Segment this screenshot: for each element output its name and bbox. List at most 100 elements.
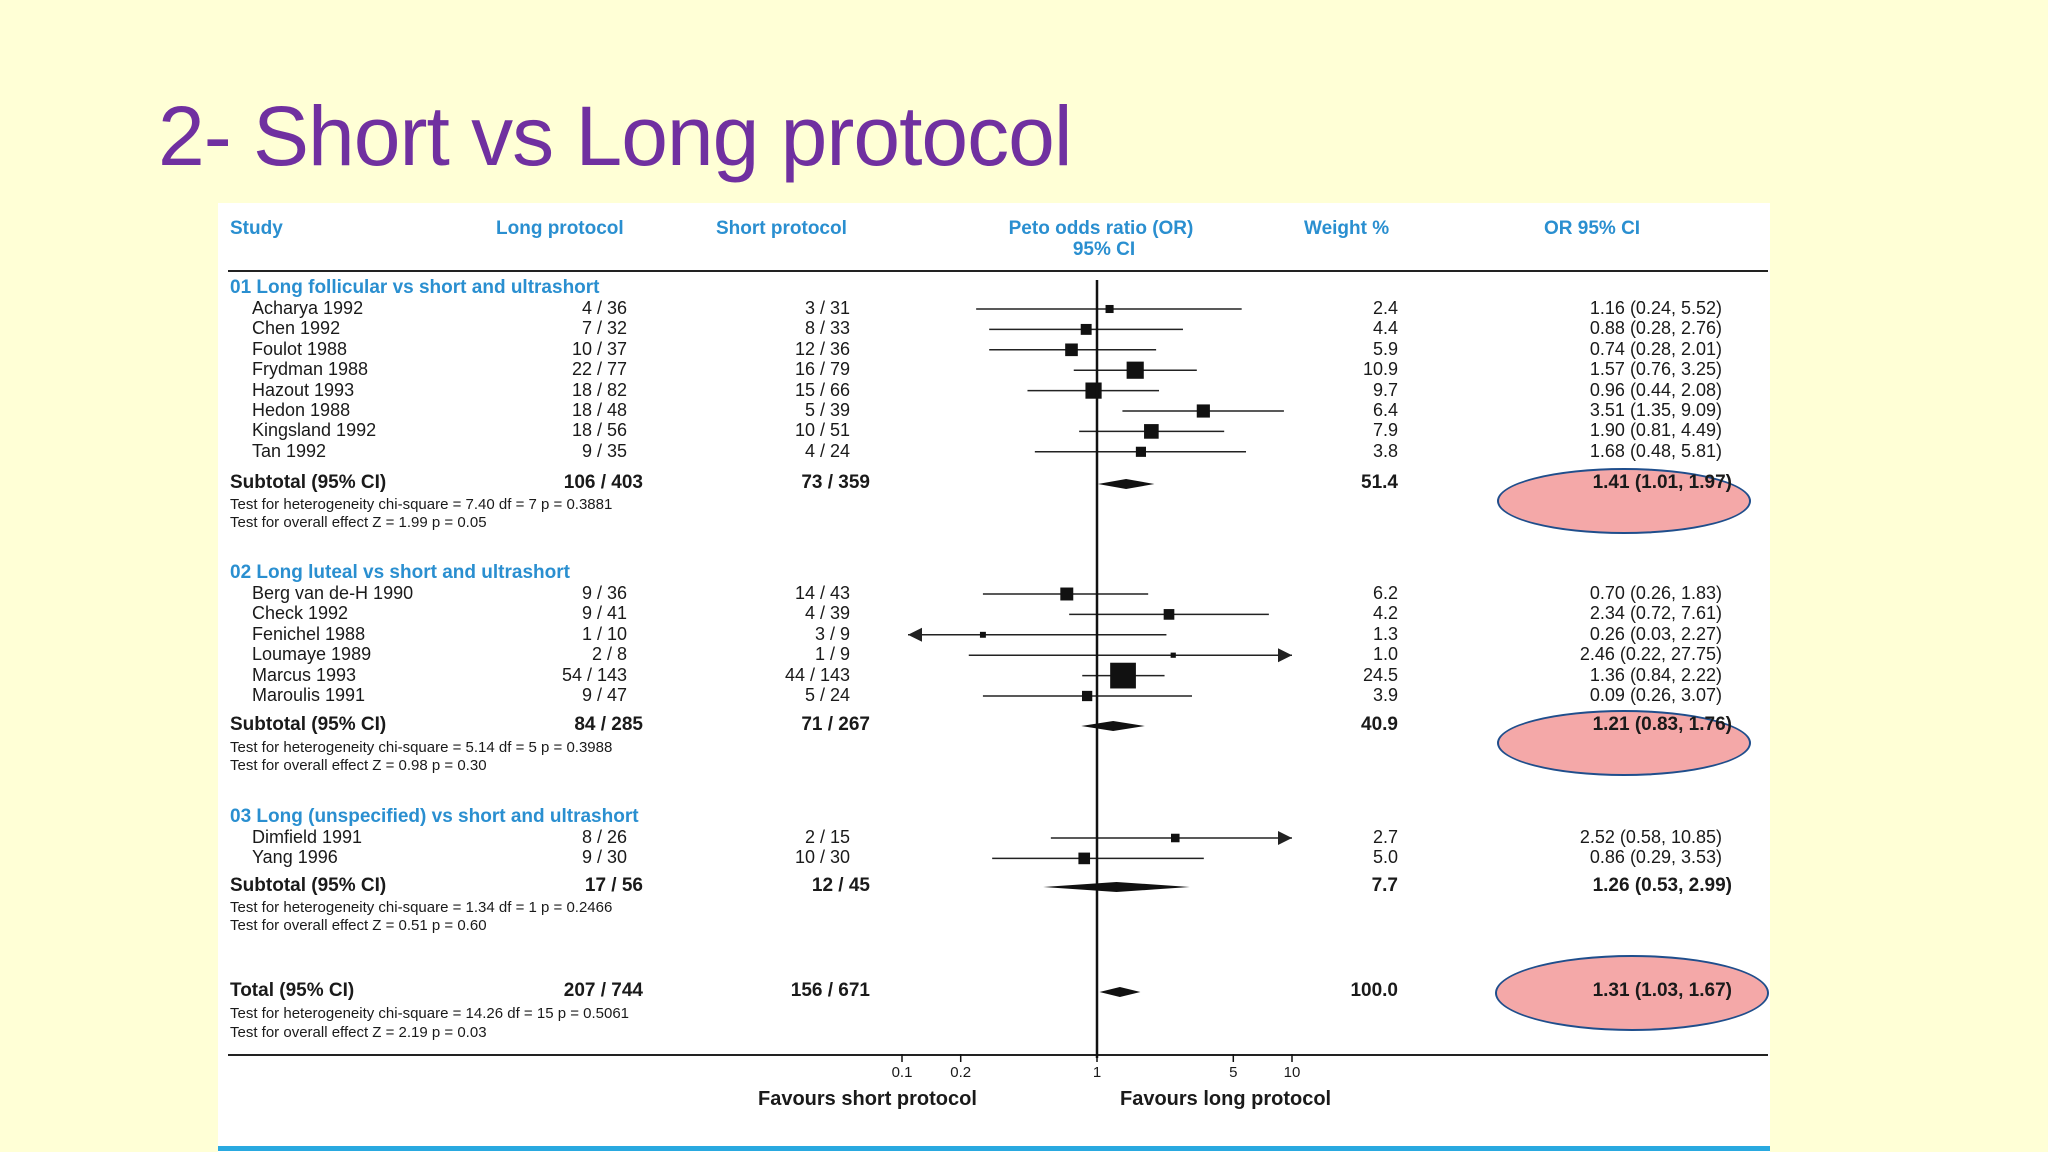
long-protocol-events: 22 / 77 (571, 359, 627, 380)
study-name: Acharya 1992 (252, 298, 364, 318)
total-label: Total (95% CI) (230, 980, 355, 1001)
total-long: 207 / 744 (563, 980, 643, 1001)
x-tick-label: 1 (1092, 1064, 1102, 1081)
long-protocol-events: 7 / 32 (581, 318, 627, 339)
header-rule (228, 270, 1768, 272)
subtotal-diamond-1 (1097, 479, 1155, 489)
subtotal-label: Subtotal (95% CI) (230, 472, 387, 493)
long-protocol-events: 18 / 48 (571, 400, 627, 420)
study-weight: 2.4 (1372, 298, 1398, 318)
header-weight: Weight % (1304, 218, 1390, 239)
short-protocol-events: 5 / 24 (804, 685, 850, 705)
x-label-left: Favours short protocol (758, 1088, 977, 1110)
study-weight: 5.9 (1372, 338, 1398, 359)
long-protocol-events: 9 / 47 (581, 685, 627, 705)
header-peto-or: Peto odds ratio (OR) (1008, 218, 1194, 239)
long-protocol-events: 4 / 36 (581, 298, 627, 318)
total-weight: 100.0 (1350, 980, 1398, 1001)
study-weight: 3.8 (1372, 440, 1398, 461)
study-name: Maroulis 1991 (252, 685, 366, 705)
or-point-6 (1144, 424, 1159, 439)
subtotal-diamond-3 (1043, 882, 1190, 892)
long-protocol-events: 2 / 8 (591, 644, 627, 665)
study-name: Fenichel 1988 (252, 623, 366, 644)
or-point-7 (1135, 446, 1147, 457)
or-point-12 (1110, 662, 1136, 689)
subtotal-long: 106 / 403 (563, 472, 643, 493)
study-or-ci: 0.88 (0.28, 2.76) (1589, 318, 1722, 339)
or-point-3 (1126, 361, 1144, 379)
study-name: Hazout 1993 (252, 379, 355, 400)
overall-effect-test: Test for overall effect Z = 0.51 p = 0.6… (230, 917, 487, 934)
header-long-protocol: Long protocol (496, 218, 624, 239)
or-point-11 (1170, 652, 1176, 658)
short-protocol-events: 10 / 30 (794, 847, 850, 868)
study-name: Chen 1992 (252, 318, 341, 339)
study-weight: 9.7 (1372, 379, 1398, 400)
short-protocol-events: 12 / 36 (794, 338, 850, 359)
subtotal-weight: 51.4 (1361, 472, 1398, 493)
highlight-total (1495, 955, 1769, 1031)
study-or-ci: 1.16 (0.24, 5.52) (1589, 298, 1722, 318)
or-point-1 (1080, 323, 1092, 335)
study-name: Check 1992 (252, 603, 349, 624)
panel-bottom-rule (218, 1146, 1770, 1151)
header-or-ci: OR 95% CI (1544, 218, 1641, 239)
short-protocol-events: 14 / 43 (794, 583, 850, 603)
short-protocol-events: 5 / 39 (804, 400, 850, 420)
subtotal-long: 84 / 285 (574, 714, 643, 735)
subtotal-long: 17 / 56 (584, 875, 643, 896)
study-or-ci: 1.68 (0.48, 5.81) (1589, 440, 1722, 461)
long-protocol-events: 18 / 56 (571, 420, 627, 441)
x-label-right: Favours long protocol (1120, 1088, 1332, 1110)
long-protocol-events: 9 / 30 (581, 847, 627, 868)
study-or-ci: 0.26 (0.03, 2.27) (1589, 623, 1722, 644)
study-or-ci: 0.86 (0.29, 3.53) (1589, 847, 1722, 868)
study-name: Yang 1996 (252, 847, 338, 868)
or-point-8 (1060, 587, 1074, 601)
total-or-ci: 1.31 (1.03, 1.67) (1592, 980, 1732, 1001)
short-protocol-events: 1 / 9 (814, 644, 850, 665)
short-protocol-events: 4 / 39 (804, 603, 850, 624)
subtotal-diamond-2 (1081, 721, 1145, 731)
overall-effect-test: Test for overall effect Z = 0.98 p = 0.3… (230, 757, 487, 774)
x-tick-label: 0.1 (891, 1064, 913, 1081)
group-title-2: 02 Long luteal vs short and ultrashort (230, 562, 570, 583)
total-heterogeneity-test: Test for heterogeneity chi-square = 14.2… (230, 1005, 630, 1022)
study-or-ci: 1.36 (0.84, 2.22) (1589, 664, 1722, 685)
study-weight: 3.9 (1372, 685, 1398, 705)
total-overall-effect-test: Test for overall effect Z = 2.19 p = 0.0… (230, 1024, 487, 1041)
study-or-ci: 0.74 (0.28, 2.01) (1589, 338, 1722, 359)
study-or-ci: 2.46 (0.22, 27.75) (1579, 644, 1722, 665)
short-protocol-events: 16 / 79 (794, 359, 850, 380)
subtotal-or-ci: 1.26 (0.53, 2.99) (1592, 875, 1732, 896)
overall-effect-test: Test for overall effect Z = 1.99 p = 0.0… (230, 514, 487, 531)
slide-title: 2- Short vs Long protocol (158, 89, 1073, 183)
short-protocol-events: 8 / 33 (804, 318, 850, 339)
study-name: Hedon 1988 (252, 400, 351, 420)
long-protocol-events: 10 / 37 (571, 338, 627, 359)
study-or-ci: 3.51 (1.35, 9.09) (1589, 400, 1722, 420)
heterogeneity-test: Test for heterogeneity chi-square = 7.40… (230, 496, 613, 513)
x-tick-label: 0.2 (950, 1064, 972, 1081)
or-point-15 (1078, 852, 1091, 865)
or-point-2 (1065, 343, 1078, 357)
subtotal-weight: 40.9 (1361, 714, 1398, 735)
study-name: Berg van de-H 1990 (252, 583, 414, 603)
total-diamond (1099, 987, 1141, 997)
highlight-subtotal-1 (1497, 468, 1751, 534)
study-weight: 6.2 (1372, 583, 1398, 603)
short-protocol-events: 2 / 15 (804, 827, 850, 847)
study-or-ci: 2.34 (0.72, 7.61) (1589, 603, 1722, 624)
study-name: Loumaye 1989 (252, 644, 372, 665)
or-point-14 (1171, 833, 1180, 843)
study-name: Tan 1992 (252, 440, 327, 461)
subtotal-or-ci: 1.41 (1.01, 1.97) (1592, 472, 1732, 493)
short-protocol-events: 3 / 31 (804, 298, 850, 318)
heterogeneity-test: Test for heterogeneity chi-square = 1.34… (230, 899, 613, 916)
ci-arrow-right-14 (1278, 831, 1292, 845)
subtotal-or-ci: 1.21 (0.83, 1.76) (1592, 714, 1732, 735)
or-point-10 (979, 631, 986, 638)
short-protocol-events: 10 / 51 (794, 420, 850, 441)
